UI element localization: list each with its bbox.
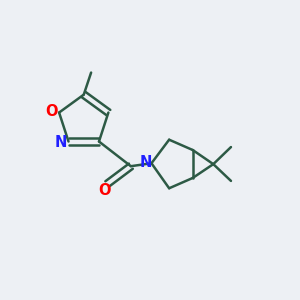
Text: O: O bbox=[45, 103, 57, 118]
Text: O: O bbox=[98, 183, 111, 198]
Text: N: N bbox=[54, 135, 67, 150]
Text: N: N bbox=[140, 155, 152, 170]
